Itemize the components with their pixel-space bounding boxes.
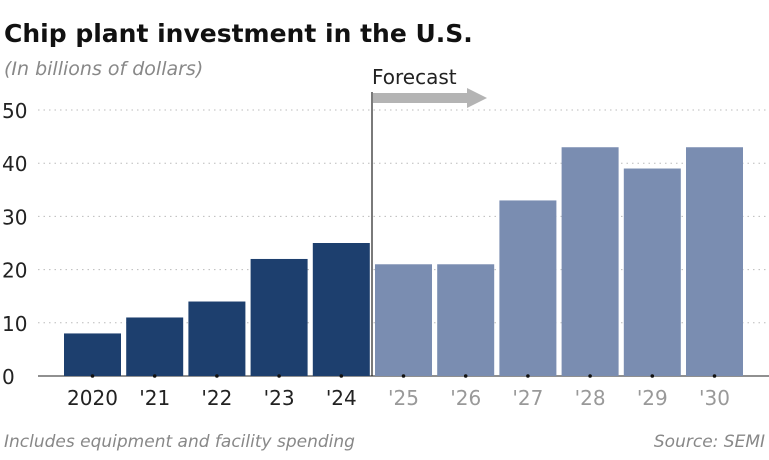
y-tick-label: 40 <box>2 152 27 176</box>
x-tick-mark <box>526 374 530 378</box>
x-tick-label: '24 <box>326 386 357 410</box>
bar-6 <box>437 264 495 376</box>
x-tick-mark <box>650 374 655 378</box>
x-tick-mark <box>339 374 344 378</box>
x-tick-mark <box>401 374 406 378</box>
x-tick-mark <box>152 374 157 378</box>
chart-source: Source: SEMI <box>654 432 765 452</box>
x-tick-label: '23 <box>264 386 295 410</box>
bar-10 <box>686 147 743 376</box>
x-tick-label: '26 <box>450 386 481 410</box>
forecast-label: Forecast <box>372 65 457 89</box>
bar-3 <box>250 258 308 376</box>
x-tick-label: 2020 <box>67 386 118 410</box>
y-tick-label: 50 <box>2 99 27 123</box>
x-tick-label-forecast-start: '25 <box>388 386 419 410</box>
bar-0 <box>64 333 121 376</box>
x-tick-mark <box>588 374 592 378</box>
x-tick-label: '29 <box>637 386 668 410</box>
forecast-arrow-icon <box>373 88 487 108</box>
y-tick-label: 30 <box>2 205 27 229</box>
x-tick-label: '28 <box>575 386 606 410</box>
y-tick-label: 0 <box>2 365 15 389</box>
bar-8 <box>561 147 619 376</box>
x-tick-mark <box>712 374 717 378</box>
bar-9 <box>623 168 681 376</box>
x-tick-mark <box>90 374 95 378</box>
x-tick-label: '22 <box>201 386 232 410</box>
chart-title: Chip plant investment in the U.S. <box>4 19 473 48</box>
y-tick-label: 20 <box>2 259 27 283</box>
bar-4 <box>312 243 370 376</box>
x-tick-mark <box>215 374 219 378</box>
x-tick-mark <box>277 374 281 378</box>
x-tick-label: '30 <box>699 386 730 410</box>
x-tick-label: '21 <box>139 386 170 410</box>
x-tick-label: '27 <box>512 386 543 410</box>
y-tick-label: 10 <box>2 312 27 336</box>
chart-subtitle: (In billions of dollars) <box>4 58 203 80</box>
bar-7 <box>499 200 557 376</box>
bar-2 <box>188 301 246 376</box>
bar-1 <box>126 317 184 376</box>
x-tick-mark <box>463 374 468 378</box>
chart-note: Includes equipment and facility spending <box>4 432 355 452</box>
bar-5 <box>375 264 432 376</box>
